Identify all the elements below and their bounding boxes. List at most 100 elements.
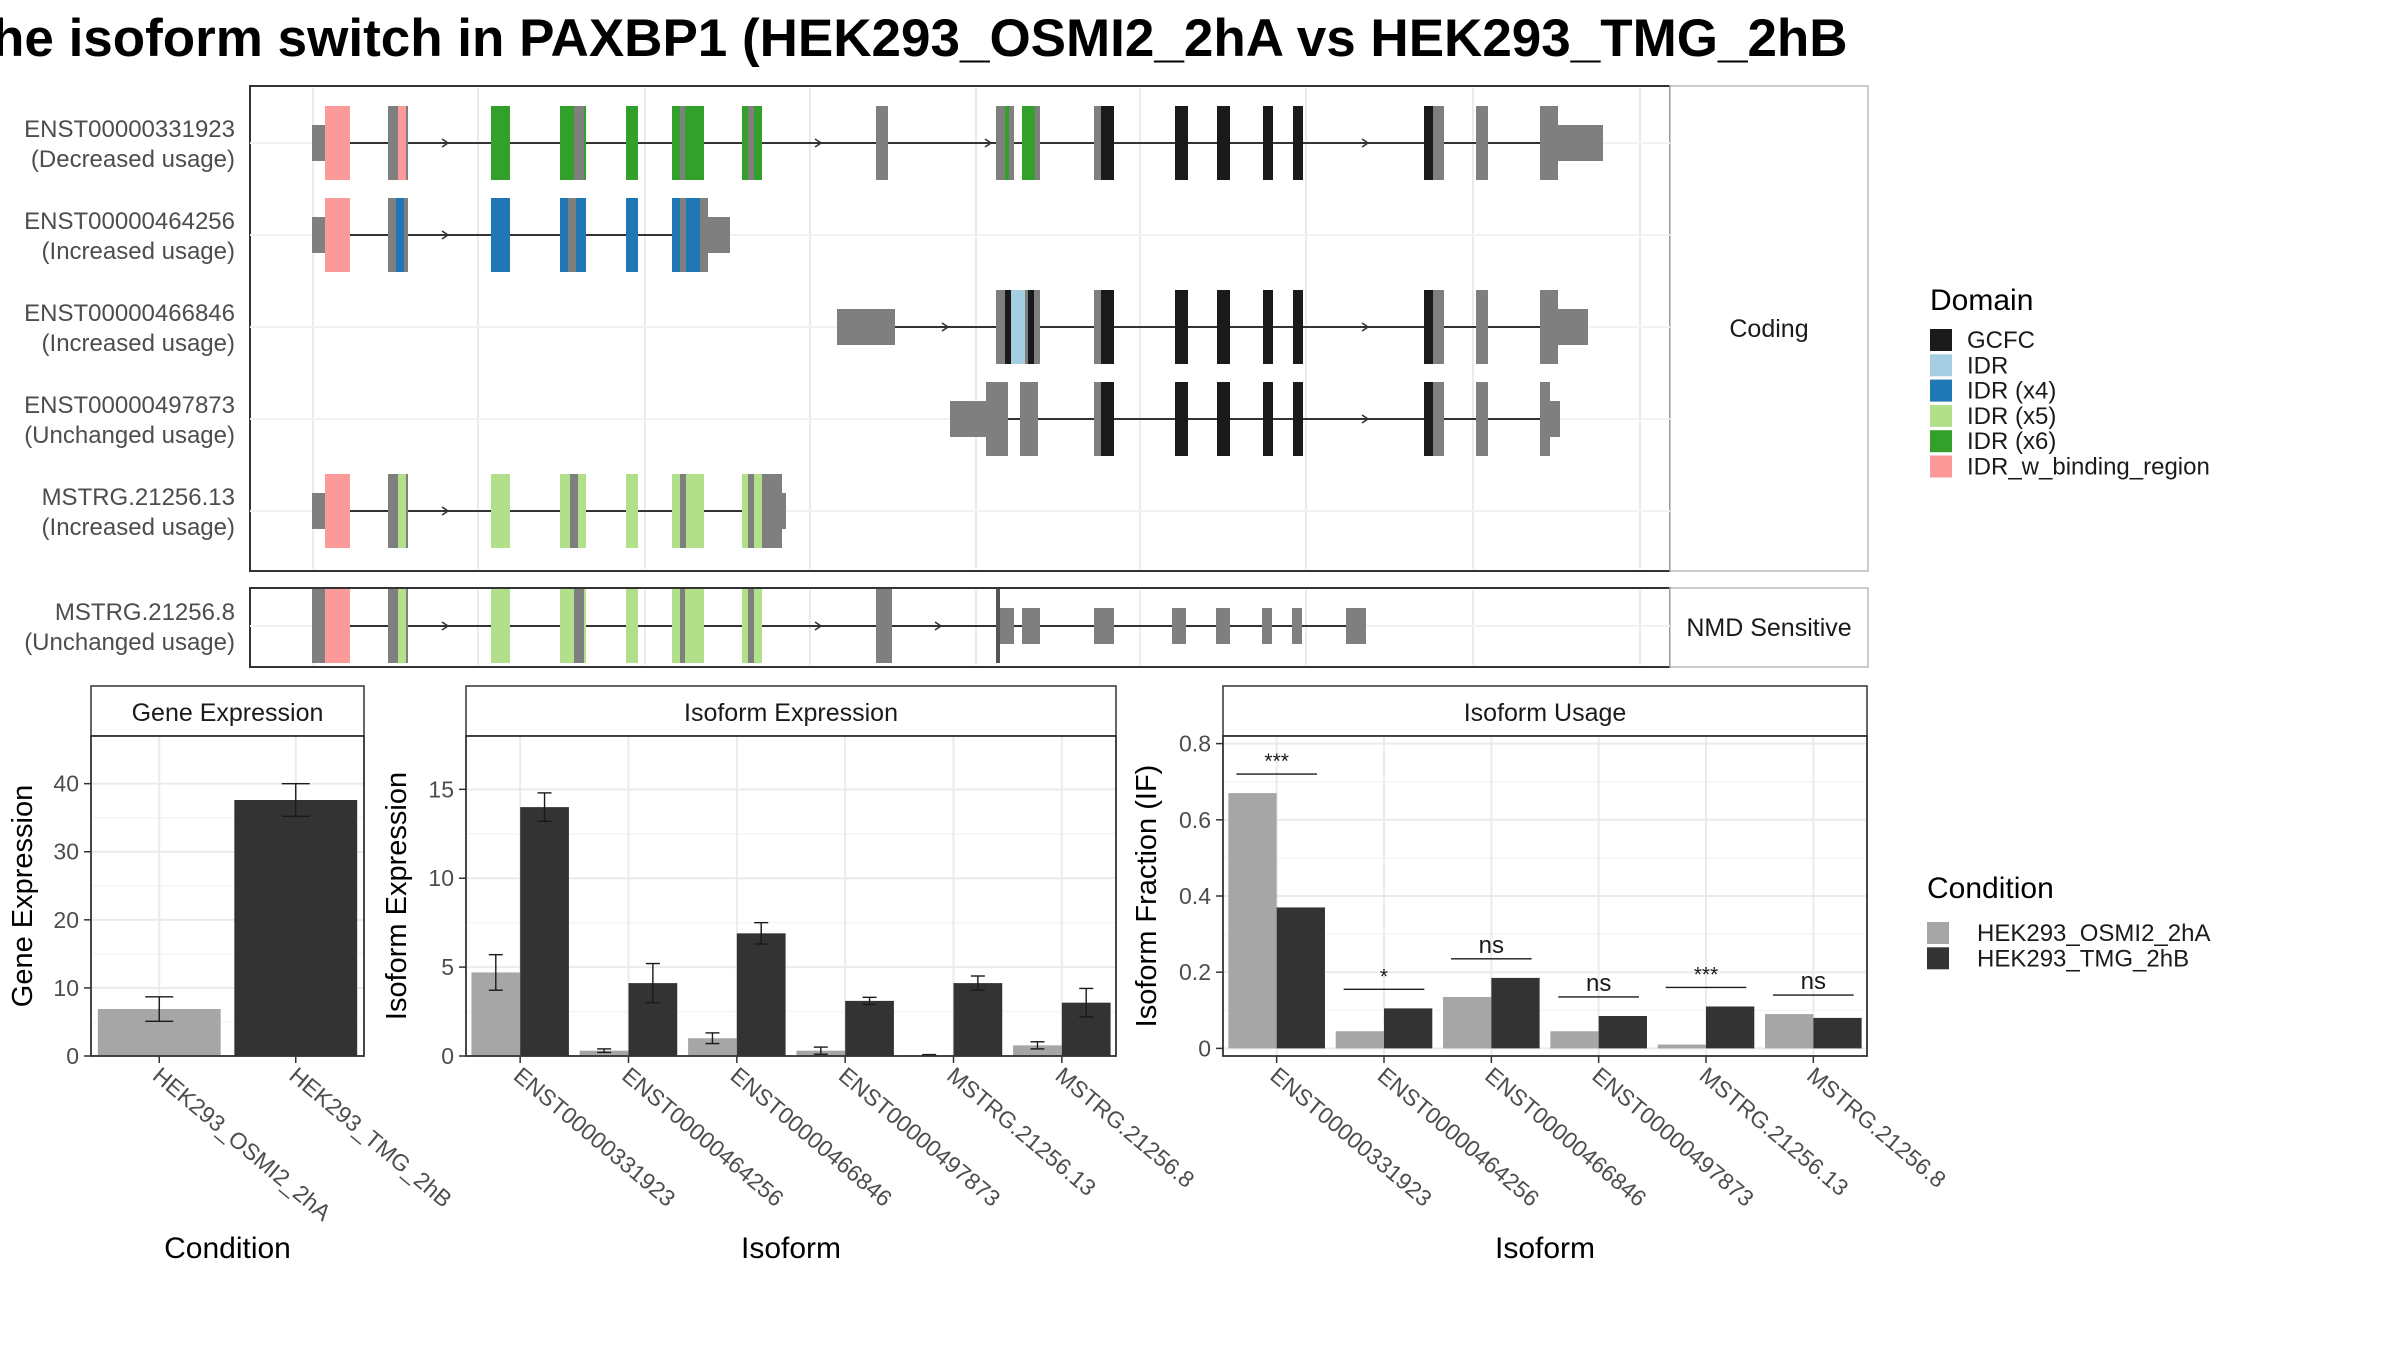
coding-panel-frame [249, 85, 1671, 572]
transcript-name-label: ENST00000464256 [24, 208, 235, 235]
domain-legend-label: IDR (x6) [1967, 428, 2056, 455]
coding-exon [748, 589, 754, 663]
domain-legend-title: Domain [1930, 284, 2033, 317]
condition-legend-swatch [1927, 922, 1949, 944]
bar [1443, 996, 1492, 1049]
transcript-usage-label: (Increased usage) [42, 514, 235, 541]
coding-exon [876, 106, 888, 180]
bar [1335, 1031, 1384, 1049]
strand-arrow [1361, 414, 1370, 424]
coding-facet-label: Coding [1729, 315, 1808, 343]
coding-exon [700, 198, 708, 272]
coding-exon [680, 106, 685, 180]
utr-exon [1548, 401, 1560, 437]
nmd-panel-frame [249, 587, 1671, 668]
coding-exon [680, 589, 685, 663]
coding-exon [396, 198, 404, 272]
coding-strip [1669, 85, 1869, 572]
utr-exon [312, 493, 327, 529]
coding-exon [325, 106, 350, 180]
condition-legend-swatch [1927, 947, 1949, 970]
bar [845, 1000, 894, 1056]
coding-exon [325, 589, 350, 663]
domain-legend-swatch [1930, 329, 1952, 351]
coding-exon [1540, 382, 1550, 456]
coding-exon [672, 589, 704, 663]
coding-exon [1476, 290, 1488, 364]
coding-exon [574, 106, 584, 180]
nmd-strip [1669, 587, 1869, 668]
plot-frame [465, 735, 1117, 1057]
coding-exon [1035, 106, 1040, 180]
coding-exon [1020, 382, 1038, 456]
strand-arrow [441, 138, 450, 148]
transcript-usage-label: (Increased usage) [42, 330, 235, 357]
bar [234, 800, 358, 1056]
y-tick-label: 15 [428, 776, 454, 802]
domain-legend-label: IDR_w_binding_region [1967, 454, 2210, 481]
coding-exon [1217, 106, 1230, 180]
utr-exon [1000, 608, 1014, 644]
coding-exon [1293, 382, 1303, 456]
bar [1384, 1008, 1433, 1049]
coding-exon [398, 106, 406, 180]
coding-exon [398, 589, 406, 663]
coding-exon [996, 589, 1000, 663]
bar [1598, 1016, 1647, 1049]
domain-legend-swatch [1930, 354, 1952, 377]
transcript-name-label: ENST00000466846 [24, 300, 235, 327]
domain-legend-swatch [1930, 404, 1952, 427]
coding-exon [672, 106, 704, 180]
transcript-usage-label: (Decreased usage) [31, 146, 235, 173]
bar [1276, 907, 1325, 1049]
coding-exon [626, 589, 638, 663]
bar [1657, 1044, 1706, 1049]
transcript-name-label: ENST00000331923 [24, 116, 235, 143]
coding-exon [325, 474, 350, 548]
bar [1491, 977, 1540, 1049]
strand-arrow [814, 138, 823, 148]
coding-exon [1005, 290, 1011, 364]
coding-exon [1424, 382, 1433, 456]
coding-exon [491, 106, 510, 180]
strand-arrow [814, 621, 823, 631]
coding-exon [1101, 290, 1114, 364]
coding-exon [1175, 382, 1188, 456]
y-tick-label: 5 [441, 954, 454, 980]
y-tick-label: 0.4 [1179, 883, 1211, 909]
coding-exon [1101, 106, 1114, 180]
coding-exon [680, 474, 686, 548]
y-tick-label: 40 [53, 771, 79, 797]
nmd-facet-label: NMD Sensitive [1686, 614, 1851, 642]
y-tick-label: 10 [428, 865, 454, 891]
chart-title: Isoform Expression [684, 699, 898, 727]
coding-exon [570, 474, 578, 548]
bar [1706, 1006, 1755, 1049]
plot-frame [1222, 735, 1868, 1057]
coding-exon [672, 198, 704, 272]
coding-exon [491, 198, 510, 272]
coding-exon [626, 106, 638, 180]
condition-legend-label: HEK293_TMG_2hB [1977, 945, 2189, 972]
coding-exon [574, 589, 584, 663]
domain-legend-label: IDR (x5) [1967, 403, 2056, 430]
utr-exon [312, 217, 327, 253]
utr-exon [1558, 309, 1588, 345]
y-axis-title: Isoform Expression [381, 772, 413, 1020]
chart-title: Gene Expression [132, 699, 324, 727]
coding-exon [1028, 290, 1034, 364]
x-axis-title: Isoform [1495, 1232, 1595, 1265]
bar [1813, 1017, 1862, 1049]
strand-arrow [441, 506, 450, 516]
x-axis-title: Condition [164, 1232, 291, 1265]
bar [1013, 1045, 1062, 1056]
transcript-usage-label: (Unchanged usage) [24, 629, 235, 656]
transcript-usage-label: (Increased usage) [42, 238, 235, 265]
bar [1765, 1014, 1814, 1049]
coding-exon [1540, 290, 1558, 364]
coding-exon [1293, 290, 1303, 364]
utr-exon [1262, 608, 1272, 644]
